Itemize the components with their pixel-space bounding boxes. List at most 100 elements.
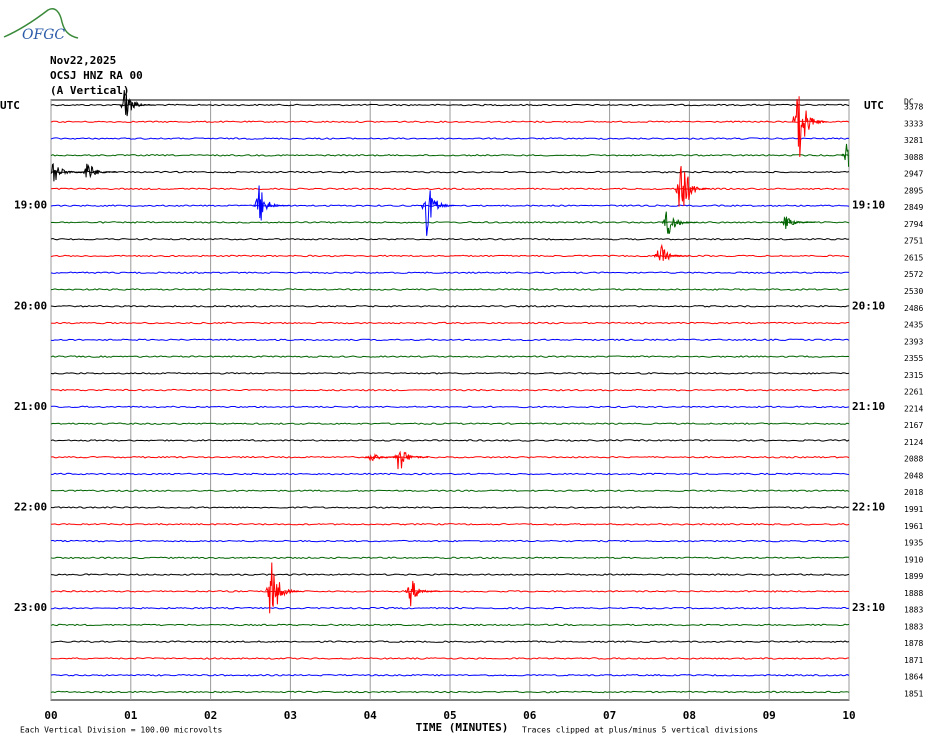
seismic-event xyxy=(81,163,118,179)
scale-note: Each Vertical Division = 100.00 microvol… xyxy=(20,726,222,735)
seismic-event xyxy=(393,450,429,470)
trace xyxy=(50,221,850,224)
dc-value: 2947 xyxy=(904,170,923,179)
trace xyxy=(51,606,850,610)
dc-value: 2572 xyxy=(904,270,923,279)
trace xyxy=(50,405,850,409)
trace xyxy=(50,271,850,274)
trace xyxy=(50,170,850,174)
dc-value: 2048 xyxy=(904,471,923,480)
dc-value: 1888 xyxy=(904,589,923,598)
seismic-event xyxy=(253,185,289,221)
dc-value: 2393 xyxy=(904,337,923,346)
dc-value: 2486 xyxy=(904,304,923,313)
dc-value: 2124 xyxy=(904,438,923,447)
trace xyxy=(50,422,850,425)
trace xyxy=(51,472,850,476)
dc-title: DC xyxy=(904,98,914,107)
trace xyxy=(50,321,849,325)
dc-value: 2355 xyxy=(904,354,923,363)
seismic-event xyxy=(265,562,301,614)
date: Nov22,2025 xyxy=(50,54,116,67)
trace xyxy=(50,455,850,459)
trace xyxy=(50,137,850,140)
dc-value: 1851 xyxy=(904,690,923,699)
trace xyxy=(50,556,850,560)
dc-value: 2615 xyxy=(904,253,923,262)
trace xyxy=(50,673,850,677)
dc-value: 2261 xyxy=(904,388,923,397)
hour-label: 20:00 xyxy=(14,299,47,312)
trace xyxy=(50,103,850,107)
dc-value: 1935 xyxy=(904,539,923,548)
dc-value: 2849 xyxy=(904,203,923,212)
dc-value: 3333 xyxy=(904,119,923,128)
dc-value: 2895 xyxy=(904,186,923,195)
hour-label: 19:00 xyxy=(14,199,47,212)
trace xyxy=(50,523,850,526)
hour-label: 19:10 xyxy=(852,199,885,212)
x-tick-label: 03 xyxy=(284,709,297,722)
trace xyxy=(50,439,850,442)
seismic-event xyxy=(780,216,816,230)
dc-value: 2794 xyxy=(904,220,923,229)
trace xyxy=(50,288,850,291)
trace xyxy=(50,539,850,543)
dc-value: 3281 xyxy=(904,136,923,145)
trace xyxy=(50,590,850,593)
trace xyxy=(50,338,850,342)
dc-value: 2530 xyxy=(904,287,923,296)
dc-value: 2018 xyxy=(904,488,923,497)
left-axis-title: UTC xyxy=(0,99,20,112)
trace xyxy=(50,305,850,308)
trace xyxy=(50,690,850,694)
dc-value: 1883 xyxy=(904,622,923,631)
dc-value: 1864 xyxy=(904,673,923,682)
dc-value: 2167 xyxy=(904,421,923,430)
dc-value: 1878 xyxy=(904,639,923,648)
x-tick-label: 10 xyxy=(842,709,855,722)
dc-value: 3088 xyxy=(904,153,923,162)
x-tick-label: 00 xyxy=(44,709,57,722)
trace xyxy=(50,657,850,660)
dc-value: 1871 xyxy=(904,656,923,665)
dc-value: 2088 xyxy=(904,455,923,464)
dc-value: 2751 xyxy=(904,237,923,246)
seismic-event xyxy=(841,143,850,167)
dc-value: 1961 xyxy=(904,522,923,531)
hour-label: 21:10 xyxy=(852,400,885,413)
trace xyxy=(50,154,850,157)
seismic-event xyxy=(119,90,155,117)
hour-label: 21:00 xyxy=(14,400,47,413)
x-tick-label: 02 xyxy=(204,709,217,722)
right-axis-title: UTC xyxy=(864,99,884,112)
trace xyxy=(50,355,850,358)
x-tick-label: 04 xyxy=(364,709,378,722)
trace xyxy=(50,254,850,258)
seismic-event xyxy=(661,211,698,235)
hour-label: 22:00 xyxy=(14,501,47,514)
dc-value: 1910 xyxy=(904,555,923,564)
trace xyxy=(50,187,850,191)
hour-label: 20:10 xyxy=(852,299,885,312)
logo-text: OFGC xyxy=(22,27,65,43)
x-tick-label: 09 xyxy=(763,709,776,722)
seismic-event xyxy=(791,96,828,158)
hour-label: 23:10 xyxy=(852,601,885,614)
trace xyxy=(50,237,850,241)
seismic-event xyxy=(421,190,457,236)
dc-value: 1899 xyxy=(904,572,923,581)
dc-value: 2435 xyxy=(904,321,923,330)
x-tick-label: 06 xyxy=(523,709,537,722)
trace xyxy=(50,388,850,392)
x-axis-label: TIME (MINUTES) xyxy=(416,721,509,734)
x-tick-label: 01 xyxy=(124,709,138,722)
trace xyxy=(50,640,850,643)
trace xyxy=(50,623,850,627)
station: OCSJ HNZ RA 00 xyxy=(50,69,143,82)
x-tick-label: 05 xyxy=(443,709,456,722)
hour-label: 23:00 xyxy=(14,601,47,614)
x-tick-label: 07 xyxy=(603,709,616,722)
